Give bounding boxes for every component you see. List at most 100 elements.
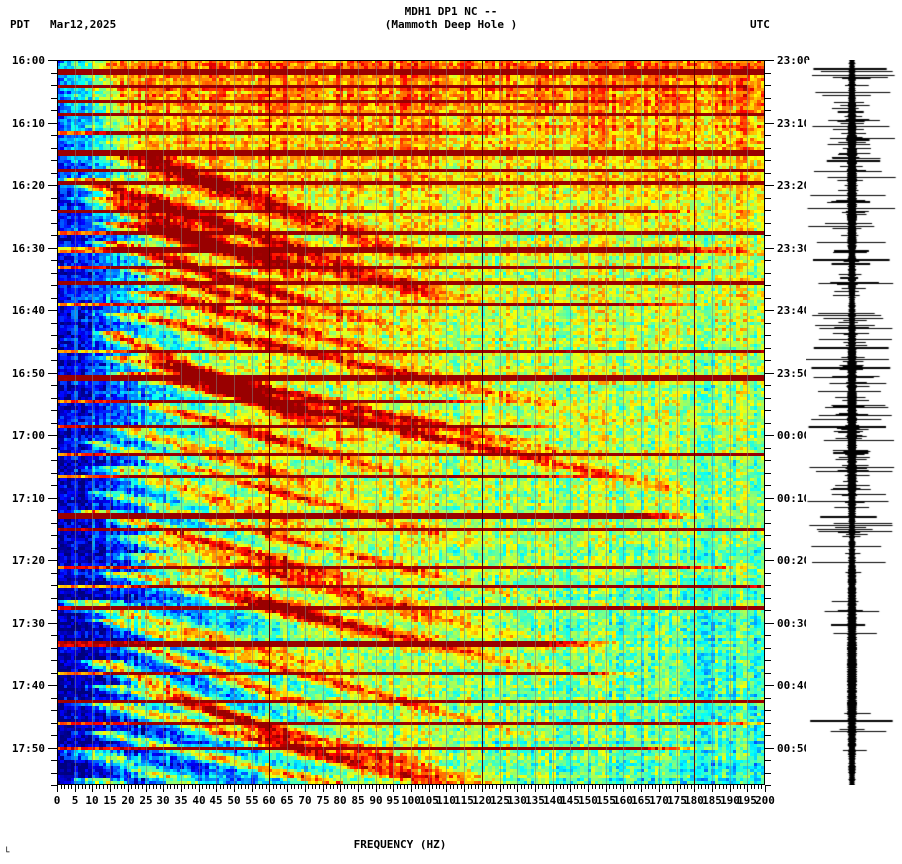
frequency-tick-minor bbox=[351, 785, 352, 789]
frequency-tick-major bbox=[269, 785, 270, 792]
time-tick-minor-left bbox=[51, 448, 57, 449]
frequency-tick-minor bbox=[687, 785, 688, 789]
frequency-tick-minor bbox=[574, 785, 575, 789]
frequency-tick-minor bbox=[195, 785, 196, 789]
frequency-tick-minor bbox=[669, 785, 670, 789]
frequency-tick-minor bbox=[315, 785, 316, 789]
time-label-right: 23:00 bbox=[777, 54, 811, 67]
frequency-tick-minor bbox=[390, 785, 391, 789]
time-tick-major-right bbox=[765, 748, 774, 749]
frequency-tick-minor bbox=[227, 785, 228, 789]
frequency-tick-major bbox=[446, 785, 447, 792]
frequency-tick-minor bbox=[400, 785, 401, 789]
frequency-tick-minor bbox=[174, 785, 175, 789]
time-tick-minor-right bbox=[765, 660, 771, 661]
time-tick-major-left bbox=[48, 498, 57, 499]
time-tick-minor-left bbox=[51, 85, 57, 86]
time-tick-minor-left bbox=[51, 348, 57, 349]
frequency-tick-major bbox=[429, 785, 430, 792]
frequency-tick-minor bbox=[284, 785, 285, 789]
frequency-tick-minor bbox=[602, 785, 603, 789]
frequency-tick-minor bbox=[673, 785, 674, 789]
frequency-tick-major bbox=[677, 785, 678, 792]
frequency-tick-minor bbox=[475, 785, 476, 789]
frequency-label: 155 bbox=[596, 794, 616, 807]
frequency-tick-minor bbox=[723, 785, 724, 789]
frequency-tick-minor bbox=[135, 785, 136, 789]
frequency-tick-minor bbox=[638, 785, 639, 789]
frequency-tick-minor bbox=[213, 785, 214, 789]
frequency-tick-minor bbox=[206, 785, 207, 789]
time-tick-minor-left bbox=[51, 635, 57, 636]
time-tick-minor-right bbox=[765, 698, 771, 699]
time-tick-minor-left bbox=[51, 385, 57, 386]
frequency-tick-minor bbox=[245, 785, 246, 789]
time-tick-major-left bbox=[48, 310, 57, 311]
frequency-tick-minor bbox=[507, 785, 508, 789]
time-tick-minor-right bbox=[765, 135, 771, 136]
time-label-right: 00:30 bbox=[777, 617, 811, 630]
time-tick-minor-left bbox=[51, 610, 57, 611]
time-tick-minor-left bbox=[51, 585, 57, 586]
frequency-tick-minor bbox=[726, 785, 727, 789]
frequency-tick-minor bbox=[577, 785, 578, 789]
frequency-tick-minor bbox=[422, 785, 423, 789]
frequency-tick-minor bbox=[294, 785, 295, 789]
time-tick-major-left bbox=[48, 185, 57, 186]
timezone-label-right: UTC bbox=[750, 18, 770, 31]
time-tick-major-left bbox=[48, 623, 57, 624]
time-tick-major-left bbox=[48, 248, 57, 249]
frequency-tick-minor bbox=[361, 785, 362, 789]
frequency-tick-minor bbox=[202, 785, 203, 789]
time-tick-minor-right bbox=[765, 398, 771, 399]
frequency-tick-minor bbox=[630, 785, 631, 789]
time-label-right: 23:40 bbox=[777, 304, 811, 317]
frequency-tick-minor bbox=[425, 785, 426, 789]
frequency-label: 190 bbox=[720, 794, 740, 807]
frequency-tick-minor bbox=[124, 785, 125, 789]
frequency-label: 170 bbox=[649, 794, 669, 807]
time-tick-minor-right bbox=[765, 548, 771, 549]
spectrogram-plot[interactable] bbox=[57, 60, 765, 785]
time-tick-major-left bbox=[48, 685, 57, 686]
frequency-tick-minor bbox=[567, 785, 568, 789]
time-tick-minor-right bbox=[765, 448, 771, 449]
frequency-tick-minor bbox=[220, 785, 221, 789]
frequency-tick-minor bbox=[485, 785, 486, 789]
time-tick-minor-right bbox=[765, 510, 771, 511]
time-tick-minor-right bbox=[765, 148, 771, 149]
time-tick-minor-left bbox=[51, 773, 57, 774]
frequency-tick-minor bbox=[563, 785, 564, 789]
frequency-tick-minor bbox=[273, 785, 274, 789]
frequency-label: 5 bbox=[71, 794, 79, 807]
frequency-tick-minor bbox=[259, 785, 260, 789]
time-tick-minor-left bbox=[51, 298, 57, 299]
frequency-tick-minor bbox=[386, 785, 387, 789]
frequency-tick-minor bbox=[645, 785, 646, 789]
frequency-label: 175 bbox=[667, 794, 687, 807]
frequency-label: 120 bbox=[472, 794, 492, 807]
frequency-tick-minor bbox=[719, 785, 720, 789]
frequency-label: 125 bbox=[490, 794, 510, 807]
time-tick-minor-left bbox=[51, 173, 57, 174]
time-tick-minor-left bbox=[51, 148, 57, 149]
time-tick-minor-left bbox=[51, 73, 57, 74]
time-tick-minor-right bbox=[765, 110, 771, 111]
frequency-tick-minor bbox=[177, 785, 178, 789]
time-tick-minor-left bbox=[51, 198, 57, 199]
frequency-label: 25 bbox=[139, 794, 153, 807]
time-tick-major-left bbox=[48, 748, 57, 749]
frequency-tick-minor bbox=[330, 785, 331, 789]
frequency-tick-minor bbox=[238, 785, 239, 789]
time-tick-minor-right bbox=[765, 235, 771, 236]
time-label-right: 00:20 bbox=[777, 554, 811, 567]
frequency-tick-minor bbox=[308, 785, 309, 789]
frequency-tick-minor bbox=[71, 785, 72, 789]
frequency-tick-minor bbox=[496, 785, 497, 789]
frequency-tick-major bbox=[765, 785, 766, 792]
frequency-tick-minor bbox=[276, 785, 277, 789]
frequency-tick-minor bbox=[471, 785, 472, 789]
frequency-tick-minor bbox=[708, 785, 709, 789]
frequency-tick-minor bbox=[652, 785, 653, 789]
frequency-tick-minor bbox=[354, 785, 355, 789]
